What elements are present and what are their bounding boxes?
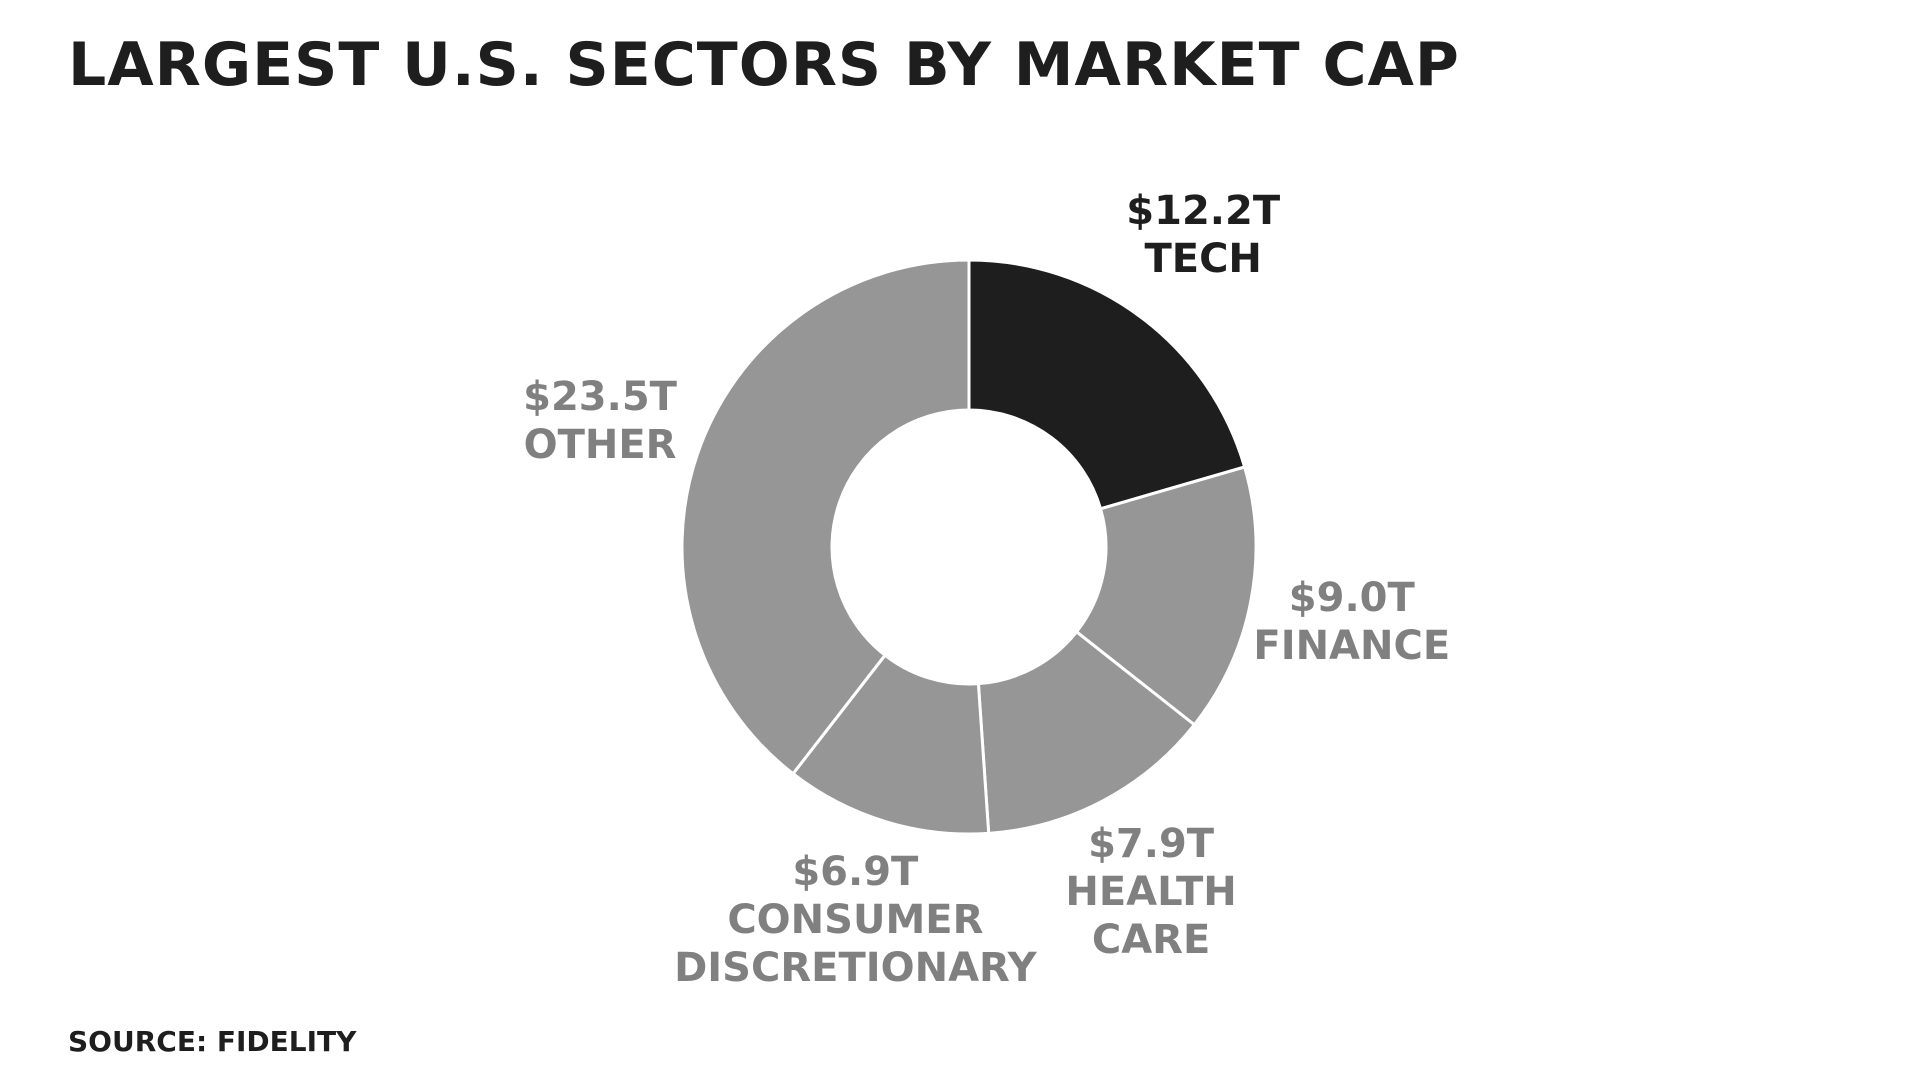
value-label: $9.0T bbox=[1288, 574, 1415, 621]
donut-slice bbox=[967, 258, 1247, 511]
donut-slice bbox=[976, 629, 1197, 835]
category-label: CONSUMER DISCRETIONARY bbox=[674, 897, 1037, 992]
slice-label: $6.9T CONSUMER DISCRETIONARY bbox=[674, 848, 1037, 992]
value-label: $12.2T bbox=[1126, 188, 1281, 235]
slice-label: $12.2T TECH bbox=[1126, 187, 1280, 283]
donut-slice bbox=[680, 258, 971, 776]
category-label: FINANCE bbox=[1253, 622, 1451, 669]
category-label: TECH bbox=[1144, 236, 1262, 283]
chart-title: LARGEST U.S. SECTORS BY MARKET CAP bbox=[68, 30, 1460, 100]
category-label: HEALTH CARE bbox=[1065, 868, 1237, 963]
slice-label: $9.0T FINANCE bbox=[1253, 574, 1450, 670]
value-label: $6.9T bbox=[792, 849, 919, 896]
value-label: $23.5T bbox=[523, 373, 677, 420]
slice-label: $23.5T OTHER bbox=[523, 373, 677, 469]
slice-label: $7.9T HEALTH CARE bbox=[1065, 820, 1236, 964]
value-label: $7.9T bbox=[1088, 820, 1215, 867]
category-label: OTHER bbox=[523, 421, 677, 468]
donut-slice bbox=[1074, 465, 1258, 727]
source-note: SOURCE: FIDELITY bbox=[68, 1025, 357, 1058]
